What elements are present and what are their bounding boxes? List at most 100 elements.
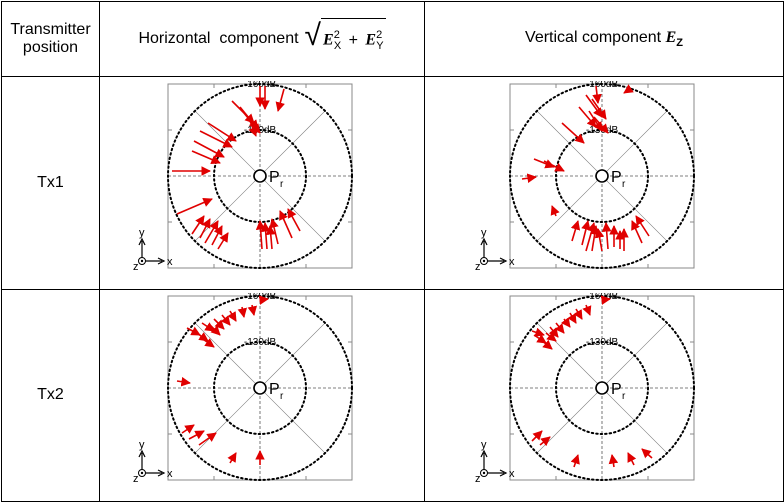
field-arrow-11 (176, 376, 191, 387)
axis-y-label: y (481, 227, 487, 239)
axis-z-label: z (133, 261, 139, 273)
tx1-label: Tx1 (1, 76, 100, 290)
axis-y-label: y (139, 439, 145, 451)
field-arrow-7 (561, 121, 585, 144)
field-arrow-22 (635, 214, 650, 236)
field-arrow-13 (191, 214, 205, 235)
receiver-subscript: r (280, 179, 284, 190)
field-arrow-16 (594, 227, 605, 251)
axis-z-dot-icon (140, 471, 144, 475)
field-arrow-6 (248, 120, 258, 137)
field-arrow-11 (550, 204, 560, 216)
field-arrow-23 (287, 207, 301, 231)
field-arrow-12 (570, 219, 581, 241)
field-arrow-14 (198, 432, 217, 446)
ring-inner (555, 340, 649, 435)
field-arrow-6 (593, 116, 609, 134)
formula-E-y: E (365, 31, 377, 49)
field-arrow-8 (227, 310, 237, 322)
receiver-label: P (611, 169, 622, 186)
axis-x-arrow-icon (499, 257, 508, 265)
receiver-marker (595, 168, 609, 183)
field-arrow-4 (545, 331, 557, 342)
field-arrow-15 (627, 451, 637, 466)
field-arrow-8 (533, 157, 555, 168)
formula-sub-y: Y (376, 39, 384, 52)
field-arrow-15 (227, 452, 237, 464)
header-row: Transmitter position Horizontal componen… (1, 0, 784, 78)
field-arrow-10 (247, 304, 258, 316)
field-arrow-10 (191, 149, 221, 164)
field-arrow-9 (237, 306, 248, 318)
formula-E-x: E (323, 31, 334, 49)
inner-ring-label: -130dB (586, 337, 619, 348)
field-arrow-12 (181, 424, 195, 434)
header-col1-line2: position (22, 39, 79, 57)
field-arrow-12 (176, 197, 213, 215)
axis-x-label: x (167, 256, 173, 268)
header-vertical-component: Vertical component EZ (424, 0, 784, 78)
axis-y-arrow-icon (138, 449, 146, 458)
field-arrow-9 (543, 159, 565, 172)
axis-z-label: z (133, 473, 139, 485)
header-horizontal-label: Horizontal component (138, 30, 299, 48)
axis-x-arrow-icon (157, 257, 166, 265)
field-arrow-3 (539, 338, 553, 350)
receiver-subscript: r (622, 179, 626, 190)
field-arrow-1 (531, 327, 545, 337)
axis-x-label: x (509, 256, 515, 268)
field-arrow-12 (539, 436, 551, 446)
field-arrow-5 (548, 326, 559, 338)
receiver-marker (253, 381, 267, 395)
formula-plus: + (348, 31, 358, 49)
field-arrow-6 (554, 322, 565, 334)
field-arrow-0 (600, 295, 611, 305)
axis-x-arrow-icon (157, 469, 166, 477)
receiver-label: P (269, 169, 280, 186)
axis-x-label: x (167, 468, 173, 480)
field-arrow-11 (531, 430, 543, 442)
field-arrow-10 (582, 304, 592, 316)
field-arrow-17 (601, 221, 612, 249)
axis-z-dot-icon (482, 471, 486, 475)
field-arrow-7 (207, 121, 237, 142)
tx1-horizontal-diagram: -160dB -130dB P r y x z (133, 81, 353, 273)
ring-inner (213, 340, 307, 435)
field-arrow-9 (193, 139, 225, 158)
field-arrow-20 (265, 224, 276, 249)
header-vertical-label: Vertical component (525, 29, 662, 47)
inner-ring-label: -130dB (244, 125, 277, 136)
formula-sq-x: 2 (333, 29, 340, 42)
field-arrow-17 (217, 231, 229, 249)
field-arrow-5 (209, 324, 221, 336)
header-col1-line1: Transmitter (10, 21, 91, 39)
field-arrow-21 (269, 217, 279, 244)
inner-ring-label: -130dB (244, 337, 277, 348)
sqrt-symbol-icon: √ (304, 19, 322, 53)
outer-ring-label: -160dB (244, 81, 277, 90)
field-arrow-16 (641, 448, 653, 459)
field-arrow-18 (255, 219, 266, 249)
field-arrow-13 (188, 430, 205, 440)
sqrt-formula: √ E2X + E2Y (305, 18, 386, 60)
field-arrow-0 (592, 85, 602, 104)
axis-z-dot-icon (482, 259, 486, 262)
field-arrow-14 (608, 453, 619, 467)
field-arrow-15 (204, 219, 219, 243)
axis-x-label: x (509, 468, 515, 480)
ring-outer (167, 82, 353, 269)
field-arrow-14 (199, 217, 211, 238)
formula-sub-x: X (333, 39, 342, 52)
field-arrow-10 (521, 173, 537, 183)
header-horizontal-component: Horizontal component √ E2X + E2Y (99, 0, 425, 78)
field-arrow-1 (623, 83, 634, 94)
field-arrow-7 (560, 317, 571, 328)
receiver-subscript: r (622, 391, 626, 402)
field-arrow-22 (279, 209, 293, 238)
